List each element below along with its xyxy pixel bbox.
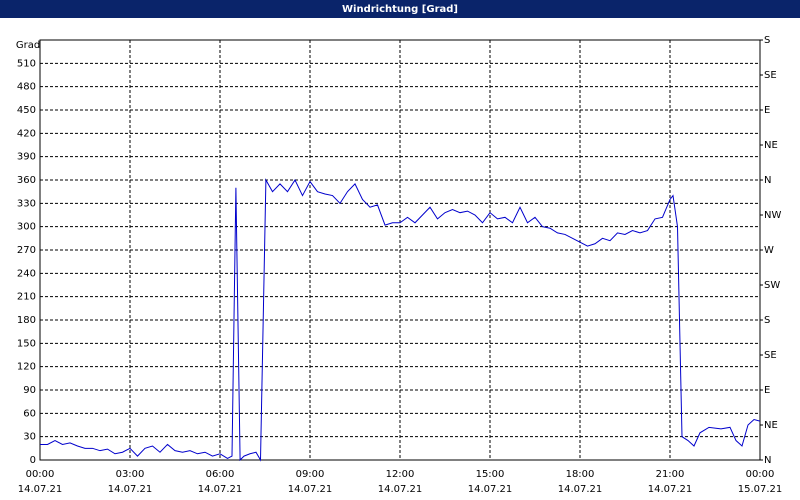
y-tick-label: 0 xyxy=(30,455,36,466)
x-tick-date: 14.07.21 xyxy=(558,484,603,495)
y-tick-label: 420 xyxy=(17,128,36,139)
y2-tick-label: SE xyxy=(764,70,777,81)
y2-tick-label: E xyxy=(764,385,770,396)
plot-border xyxy=(39,39,761,461)
x-tick-label: 00:00 xyxy=(26,469,55,480)
chart-title: Windrichtung [Grad] xyxy=(342,4,458,15)
x-tick-date: 14.07.21 xyxy=(648,484,693,495)
x-tick-date: 14.07.21 xyxy=(198,484,243,495)
x-tick-label: 21:00 xyxy=(656,469,685,480)
x-tick-date: 14.07.21 xyxy=(468,484,513,495)
x-tick-label: 09:00 xyxy=(296,469,325,480)
x-tick-label: 03:00 xyxy=(116,469,145,480)
y-tick-label: 360 xyxy=(17,175,36,186)
x-tick-date: 14.07.21 xyxy=(288,484,333,495)
x-tick-date: 15.07.21 xyxy=(738,484,783,495)
y-tick-label: 150 xyxy=(17,338,36,349)
x-tick-date: 14.07.21 xyxy=(378,484,423,495)
y-tick-label: 240 xyxy=(17,268,36,279)
y-tick-label: 90 xyxy=(23,385,36,396)
y2-tick-label: SE xyxy=(764,350,777,361)
title-bar xyxy=(0,0,800,18)
y2-tick-label: E xyxy=(764,105,770,116)
y-tick-label: 180 xyxy=(17,315,36,326)
y-tick-label: 510 xyxy=(17,58,36,69)
y-tick-label: 210 xyxy=(17,292,36,303)
y2-tick-label: NW xyxy=(764,210,781,221)
x-tick-label: 15:00 xyxy=(476,469,505,480)
y2-tick-label: NE xyxy=(764,140,778,151)
y-tick-label: 390 xyxy=(17,152,36,163)
y2-tick-label: S xyxy=(764,35,770,46)
y-tick-label: 60 xyxy=(23,408,36,419)
y-tick-label: 30 xyxy=(23,432,36,443)
y-tick-label: 450 xyxy=(17,105,36,116)
y-tick-label: 480 xyxy=(17,82,36,93)
y2-tick-label: SW xyxy=(764,280,780,291)
x-tick-label: 12:00 xyxy=(386,469,415,480)
y-axis-label: Grad xyxy=(16,40,40,51)
y-tick-label: 330 xyxy=(17,198,36,209)
y-tick-label: 270 xyxy=(17,245,36,256)
y-tick-label: 300 xyxy=(17,222,36,233)
x-tick-date: 14.07.21 xyxy=(18,484,63,495)
x-tick-label: 06:00 xyxy=(206,469,235,480)
y2-tick-label: W xyxy=(764,245,774,256)
y2-tick-label: N xyxy=(764,455,771,466)
y2-tick-label: S xyxy=(764,315,770,326)
x-tick-label: 18:00 xyxy=(566,469,595,480)
x-tick-label: 00:00 xyxy=(746,469,775,480)
y-tick-label: 120 xyxy=(17,362,36,373)
x-tick-date: 14.07.21 xyxy=(108,484,153,495)
y2-tick-label: N xyxy=(764,175,771,186)
y2-tick-label: NE xyxy=(764,420,778,431)
data-line xyxy=(40,178,761,462)
